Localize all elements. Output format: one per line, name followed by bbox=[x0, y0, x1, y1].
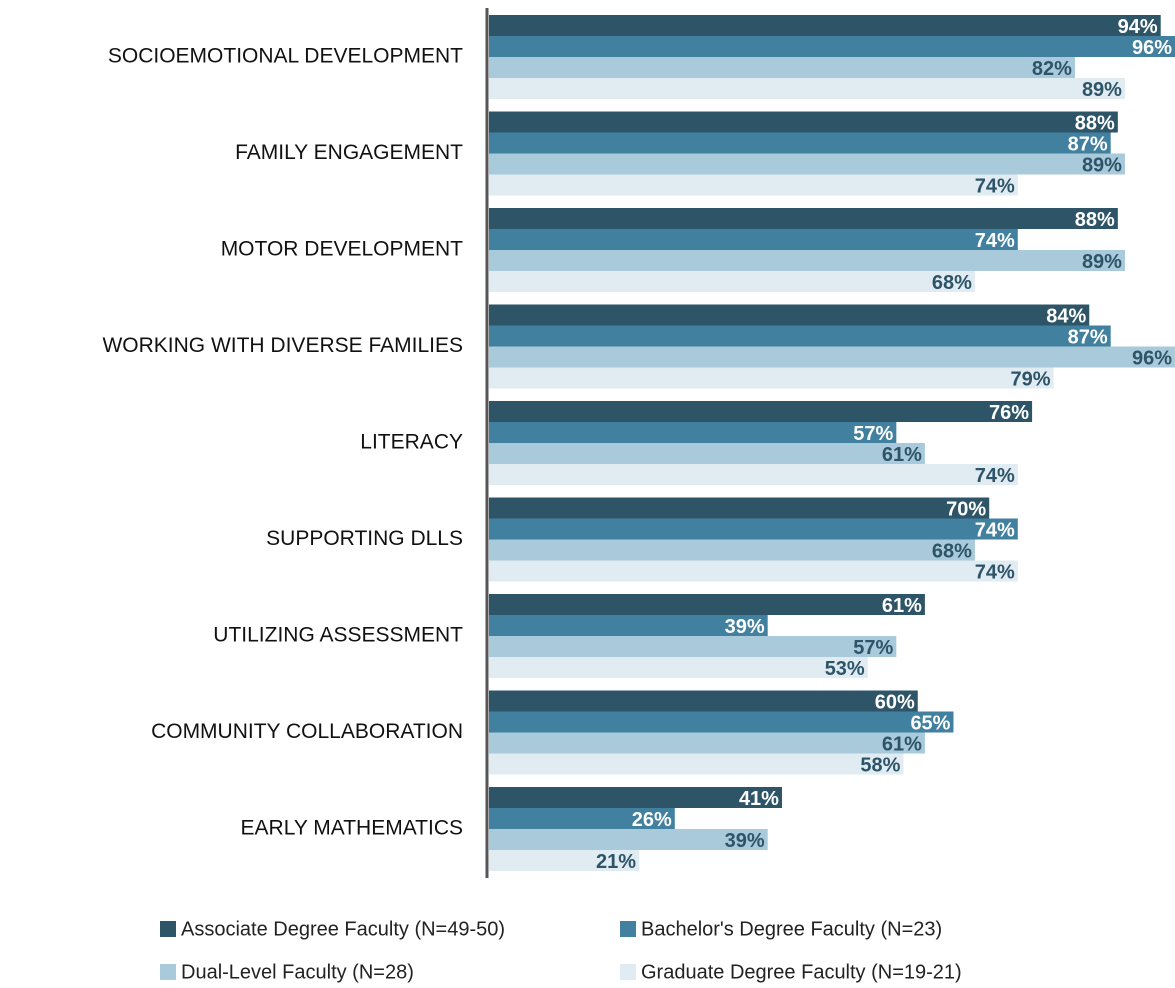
bar bbox=[489, 560, 1018, 582]
bar bbox=[489, 464, 1018, 485]
bar bbox=[489, 443, 925, 464]
bar bbox=[489, 250, 1125, 271]
value-label: 84% bbox=[1046, 305, 1086, 327]
value-label: 39% bbox=[725, 830, 765, 852]
legend-swatch bbox=[620, 964, 636, 980]
value-label: 74% bbox=[975, 561, 1015, 583]
value-label: 87% bbox=[1068, 133, 1108, 155]
value-label: 53% bbox=[825, 658, 865, 680]
category-label: COMMUNITY COLLABORATION bbox=[151, 720, 463, 743]
bar bbox=[489, 690, 918, 712]
value-label: 94% bbox=[1118, 16, 1158, 38]
category-label: WORKING WITH DIVERSE FAMILIES bbox=[102, 334, 463, 357]
category-label: UTILIZING ASSESSMENT bbox=[213, 624, 463, 647]
value-label: 96% bbox=[1132, 37, 1172, 59]
value-label: 74% bbox=[975, 519, 1015, 541]
legend-swatch bbox=[620, 921, 636, 937]
bar bbox=[489, 636, 897, 657]
value-label: 82% bbox=[1032, 58, 1072, 80]
bar bbox=[489, 132, 1111, 154]
value-label: 74% bbox=[975, 175, 1015, 197]
bar bbox=[489, 657, 868, 678]
bar bbox=[489, 711, 954, 733]
value-label: 89% bbox=[1082, 79, 1122, 101]
legend-swatch bbox=[160, 964, 176, 980]
legend-label: Dual-Level Faculty (N=28) bbox=[181, 961, 414, 983]
bar bbox=[489, 57, 1075, 78]
bar bbox=[489, 325, 1111, 347]
bar bbox=[489, 229, 1018, 250]
category-label: LITERACY bbox=[360, 431, 463, 454]
value-label: 87% bbox=[1068, 326, 1108, 348]
bar bbox=[489, 808, 675, 829]
bar bbox=[489, 594, 925, 615]
value-label: 61% bbox=[882, 733, 922, 755]
bar bbox=[489, 271, 975, 292]
category-label: FAMILY ENGAGEMENT bbox=[235, 141, 463, 164]
category-label: EARLY MATHEMATICS bbox=[241, 817, 463, 840]
value-label: 58% bbox=[860, 754, 900, 776]
bar bbox=[489, 346, 1175, 368]
value-label: 57% bbox=[853, 637, 893, 659]
bar bbox=[489, 787, 782, 808]
value-label: 41% bbox=[739, 788, 779, 810]
value-label: 76% bbox=[989, 402, 1029, 424]
bar bbox=[489, 36, 1175, 57]
value-label: 74% bbox=[975, 230, 1015, 252]
category-label: MOTOR DEVELOPMENT bbox=[221, 238, 463, 261]
bar bbox=[489, 367, 1054, 389]
value-label: 68% bbox=[932, 540, 972, 562]
bar bbox=[489, 174, 1018, 196]
legend-label: Graduate Degree Faculty (N=19-21) bbox=[641, 961, 962, 983]
value-label: 88% bbox=[1075, 209, 1115, 231]
bar bbox=[489, 753, 904, 775]
value-label: 79% bbox=[1010, 368, 1050, 390]
value-label: 70% bbox=[946, 498, 986, 520]
bar bbox=[489, 518, 1018, 540]
bar bbox=[489, 497, 990, 519]
bar bbox=[489, 732, 925, 754]
value-label: 60% bbox=[875, 691, 915, 713]
value-label: 61% bbox=[882, 444, 922, 466]
value-label: 65% bbox=[910, 712, 950, 734]
value-label: 89% bbox=[1082, 251, 1122, 273]
bar bbox=[489, 850, 640, 871]
category-label: SOCIOEMOTIONAL DEVELOPMENT bbox=[108, 45, 463, 68]
value-label: 68% bbox=[932, 272, 972, 294]
value-label: 39% bbox=[725, 616, 765, 638]
value-label: 74% bbox=[975, 465, 1015, 487]
bar bbox=[489, 15, 1161, 36]
bar bbox=[489, 422, 897, 443]
value-label: 88% bbox=[1075, 112, 1115, 134]
value-label: 96% bbox=[1132, 347, 1172, 369]
bar bbox=[489, 615, 768, 636]
value-label: 89% bbox=[1082, 154, 1122, 176]
legend-label: Bachelor's Degree Faculty (N=23) bbox=[641, 918, 942, 940]
bar bbox=[489, 153, 1125, 175]
value-label: 57% bbox=[853, 423, 893, 445]
bar bbox=[489, 78, 1125, 99]
value-label: 26% bbox=[632, 809, 672, 831]
bar bbox=[489, 208, 1118, 229]
bar bbox=[489, 111, 1118, 133]
value-label: 21% bbox=[596, 851, 636, 873]
bar bbox=[489, 829, 768, 850]
category-label: SUPPORTING DLLS bbox=[266, 527, 463, 550]
legend-label: Associate Degree Faculty (N=49-50) bbox=[181, 918, 505, 940]
legend-swatch bbox=[160, 921, 176, 937]
value-label: 61% bbox=[882, 595, 922, 617]
bar bbox=[489, 539, 975, 561]
bar bbox=[489, 401, 1033, 422]
bar bbox=[489, 304, 1090, 326]
